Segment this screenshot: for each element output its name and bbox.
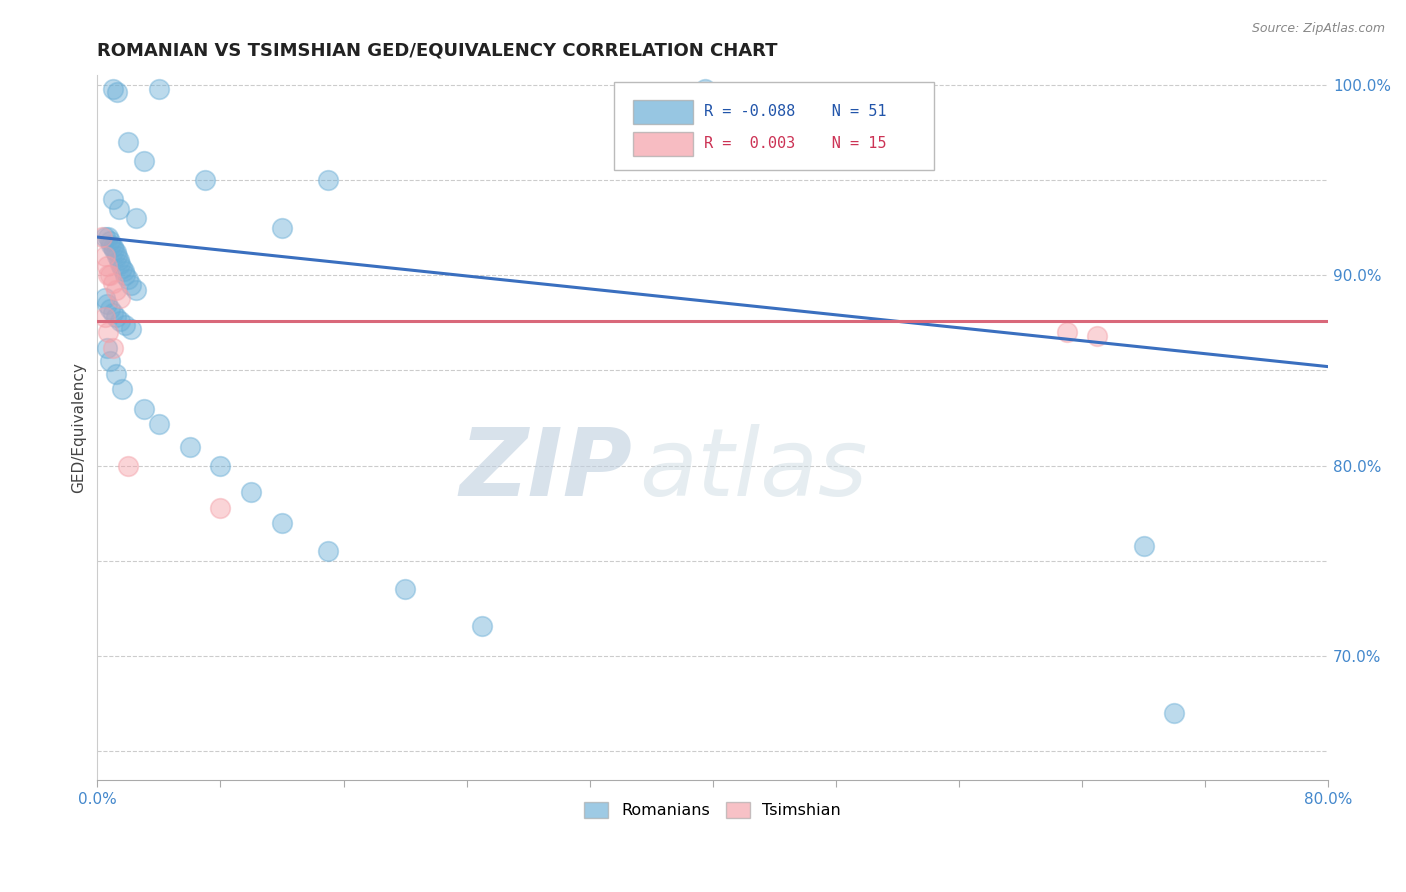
Point	[1132, 539, 1154, 553]
Legend: Romanians, Tsimshian: Romanians, Tsimshian	[578, 796, 848, 825]
Point	[179, 440, 201, 454]
Point	[97, 326, 120, 340]
Point	[693, 81, 716, 95]
Point	[209, 458, 232, 473]
Point	[100, 237, 122, 252]
Text: Source: ZipAtlas.com: Source: ZipAtlas.com	[1251, 22, 1385, 36]
Point	[110, 257, 132, 271]
Point	[96, 259, 118, 273]
Point	[114, 268, 136, 283]
Point	[98, 268, 121, 283]
Point	[98, 302, 121, 317]
Point	[98, 354, 121, 368]
Point	[94, 230, 117, 244]
Point	[104, 310, 127, 324]
Point	[132, 153, 155, 168]
Point	[94, 310, 117, 324]
Point	[471, 618, 494, 632]
Y-axis label: GED/Equivalency: GED/Equivalency	[72, 362, 86, 493]
Point	[111, 260, 134, 275]
Point	[111, 383, 134, 397]
Point	[125, 284, 148, 298]
Text: R =  0.003    N = 15: R = 0.003 N = 15	[704, 136, 887, 151]
Point	[110, 314, 132, 328]
Point	[104, 284, 127, 298]
Point	[271, 220, 294, 235]
Point	[240, 485, 263, 500]
Point	[101, 276, 124, 290]
Point	[104, 245, 127, 260]
Text: ZIP: ZIP	[460, 424, 633, 516]
Point	[117, 135, 139, 149]
Point	[101, 81, 124, 95]
Point	[120, 321, 142, 335]
Point	[101, 192, 124, 206]
FancyBboxPatch shape	[633, 132, 693, 156]
Point	[148, 81, 170, 95]
Point	[94, 291, 117, 305]
Point	[1163, 706, 1185, 721]
Point	[98, 234, 121, 248]
Point	[117, 272, 139, 286]
Point	[316, 173, 339, 187]
Point	[96, 341, 118, 355]
Point	[148, 417, 170, 431]
Point	[103, 244, 125, 258]
Point	[105, 86, 128, 100]
Point	[120, 277, 142, 292]
FancyBboxPatch shape	[633, 100, 693, 124]
Point	[108, 252, 131, 267]
Point	[316, 544, 339, 558]
Point	[101, 239, 124, 253]
Text: R = -0.088    N = 51: R = -0.088 N = 51	[704, 103, 887, 119]
Point	[112, 264, 135, 278]
Text: atlas: atlas	[638, 425, 868, 516]
Point	[108, 202, 131, 216]
Point	[194, 173, 217, 187]
Point	[114, 318, 136, 332]
Point	[91, 230, 114, 244]
Point	[394, 582, 416, 597]
Point	[104, 368, 127, 382]
Point	[1056, 326, 1078, 340]
Point	[271, 516, 294, 530]
FancyBboxPatch shape	[614, 82, 934, 170]
Point	[101, 341, 124, 355]
Point	[105, 249, 128, 263]
Text: ROMANIAN VS TSIMSHIAN GED/EQUIVALENCY CORRELATION CHART: ROMANIAN VS TSIMSHIAN GED/EQUIVALENCY CO…	[97, 42, 778, 60]
Point	[125, 211, 148, 225]
Point	[96, 297, 118, 311]
Point	[132, 401, 155, 416]
Point	[110, 291, 132, 305]
Point	[101, 306, 124, 320]
Point	[209, 500, 232, 515]
Point	[94, 249, 117, 263]
Point	[97, 230, 120, 244]
Point	[117, 458, 139, 473]
Point	[1085, 329, 1108, 343]
Point	[97, 268, 120, 283]
